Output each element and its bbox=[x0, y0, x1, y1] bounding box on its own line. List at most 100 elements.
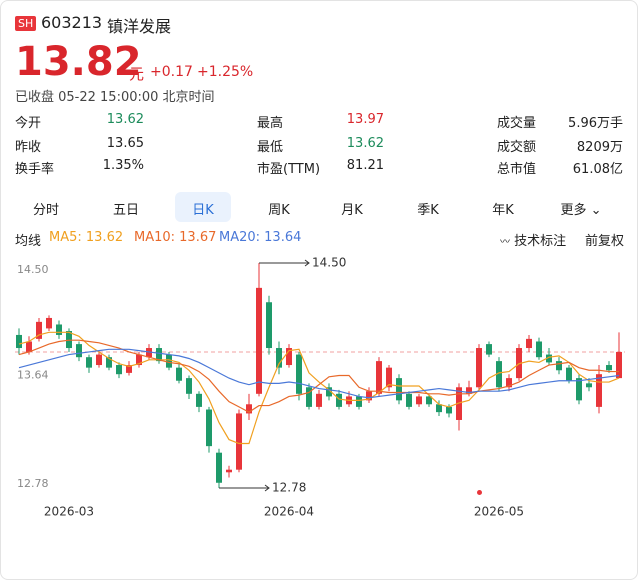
candle-body bbox=[526, 338, 532, 349]
ma-line bbox=[18, 348, 620, 399]
candle-body bbox=[126, 365, 132, 373]
stock-code: 603213 bbox=[41, 13, 103, 32]
candle-body bbox=[516, 348, 522, 379]
candle-body bbox=[576, 378, 582, 401]
candle-body bbox=[606, 365, 612, 371]
candle-body bbox=[266, 302, 272, 349]
tab[interactable]: 周K bbox=[268, 203, 290, 218]
candle-body bbox=[336, 393, 342, 407]
candle-body bbox=[356, 396, 362, 407]
candle-body bbox=[406, 393, 412, 407]
candle-body bbox=[596, 374, 602, 407]
stat-value: 5.96万手 bbox=[568, 116, 623, 131]
stock-name: 镇洋发展 bbox=[107, 17, 172, 36]
candle-body bbox=[206, 409, 212, 447]
candle-body bbox=[486, 344, 492, 355]
annotation-arrow bbox=[304, 259, 310, 267]
candle-body bbox=[116, 365, 122, 375]
candle-body bbox=[296, 354, 302, 394]
candle-body bbox=[56, 324, 62, 335]
candle-body bbox=[226, 469, 232, 473]
stat-value: 81.21 bbox=[346, 158, 384, 173]
stat-label: 成交量 bbox=[497, 116, 537, 131]
stat-label: 最低 bbox=[257, 140, 284, 155]
candle-body bbox=[26, 341, 32, 352]
stat-value: 8209万 bbox=[576, 140, 623, 155]
candle-body bbox=[16, 334, 22, 349]
candle-body bbox=[286, 348, 292, 366]
tab[interactable]: 季K bbox=[417, 203, 439, 218]
candle-body bbox=[426, 396, 432, 405]
candle-body bbox=[316, 393, 322, 407]
candle-body bbox=[436, 404, 442, 413]
stat-value: 13.65 bbox=[106, 136, 144, 151]
candle-body bbox=[36, 321, 42, 339]
stat-label: 昨收 bbox=[15, 140, 42, 155]
tab[interactable]: 五日 bbox=[112, 203, 139, 218]
candle-body bbox=[546, 354, 552, 363]
candle-body bbox=[306, 387, 312, 407]
candle-body bbox=[86, 357, 92, 368]
candle-body bbox=[536, 341, 542, 358]
stat-value: 1.35% bbox=[102, 158, 144, 173]
tab[interactable]: 年K bbox=[492, 203, 514, 218]
candle-body bbox=[366, 391, 372, 401]
candle-body bbox=[146, 348, 152, 358]
candle-body bbox=[186, 378, 192, 394]
candle-body bbox=[466, 387, 472, 394]
candle-body bbox=[446, 406, 452, 414]
y-tick-label: 14.50 bbox=[17, 263, 49, 276]
price-unit: 元 bbox=[129, 65, 145, 83]
stat-label: 最高 bbox=[257, 116, 284, 131]
tab[interactable]: 分时 bbox=[32, 203, 59, 218]
tab[interactable]: 更多 ⌄ bbox=[560, 203, 602, 218]
ma-line bbox=[18, 331, 620, 445]
stat-value: 13.97 bbox=[346, 112, 384, 127]
candle-body bbox=[376, 361, 382, 394]
candle-body bbox=[326, 387, 332, 397]
candle-body bbox=[566, 367, 572, 381]
candle-body bbox=[396, 378, 402, 401]
legend-entry: MA10: 13.67 bbox=[134, 230, 217, 245]
event-dot bbox=[477, 490, 482, 495]
candle-body bbox=[386, 367, 392, 388]
status: 已收盘 05-22 15:00:00 北京时间 bbox=[15, 90, 215, 105]
legend-entry: MA20: 13.64 bbox=[219, 230, 302, 245]
stat-value: 61.08亿 bbox=[572, 162, 623, 177]
annotation-label: 12.78 bbox=[272, 481, 306, 495]
market-badge: SH bbox=[15, 16, 37, 31]
tech-mark-icon: 〰 bbox=[500, 237, 510, 248]
candle-body bbox=[256, 287, 262, 394]
candle-body bbox=[476, 348, 482, 388]
candle-body bbox=[136, 354, 142, 366]
ma-line bbox=[18, 339, 619, 413]
price: 13.82 bbox=[15, 39, 142, 85]
x-tick-label: 2026-04 bbox=[264, 505, 314, 519]
candle-body bbox=[196, 393, 202, 407]
y-tick-label: 12.78 bbox=[17, 477, 49, 490]
candle-body bbox=[46, 317, 52, 329]
annotation-label: 14.50 bbox=[312, 256, 346, 270]
stat-value: 13.62 bbox=[106, 112, 144, 127]
stat-value: 13.62 bbox=[346, 136, 384, 151]
adjust[interactable]: 前复权 bbox=[585, 234, 625, 249]
stat-label: 今开 bbox=[15, 116, 42, 131]
candle-body bbox=[616, 351, 622, 379]
tab[interactable]: 月K bbox=[341, 203, 363, 218]
tab[interactable]: 日K bbox=[192, 203, 214, 218]
stat-label: 市盈(TTM) bbox=[257, 162, 321, 177]
candle-body bbox=[416, 396, 422, 405]
tech-mark-text: 技术标注 bbox=[514, 234, 567, 249]
candle-body bbox=[236, 413, 242, 470]
x-tick-label: 2026-03 bbox=[44, 505, 94, 519]
candle-body bbox=[456, 387, 462, 420]
candle-body bbox=[216, 452, 222, 483]
candle-body bbox=[276, 348, 282, 368]
candle-body bbox=[556, 361, 562, 371]
stat-label: 成交额 bbox=[497, 140, 537, 155]
ma-label: 均线 bbox=[15, 234, 42, 249]
candle-body bbox=[246, 404, 252, 414]
change: +0.17 bbox=[150, 64, 193, 80]
tech-mark[interactable]: 〰 技术标注 bbox=[500, 230, 566, 249]
